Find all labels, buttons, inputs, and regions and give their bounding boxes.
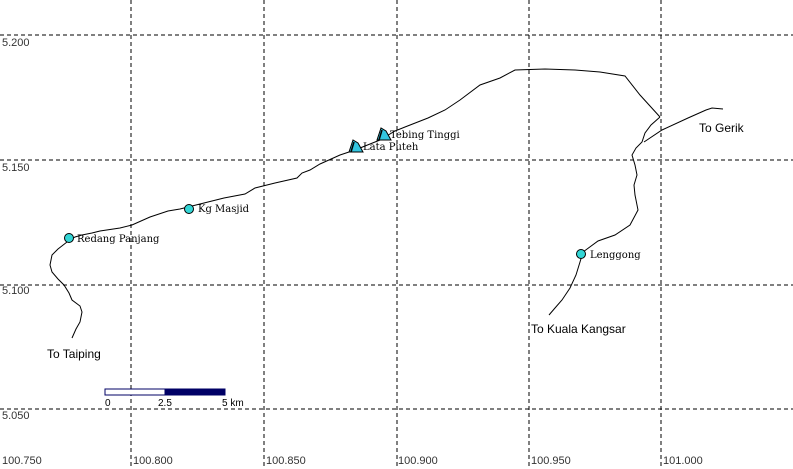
town-markers: Redang Panjang Kg Masjid Lenggong [64,204,641,261]
destination-label-taiping: To Taiping [47,347,101,361]
waterfall-icon[interactable] [376,127,392,141]
circle-marker-icon[interactable] [184,204,194,214]
destination-labels: To Gerik To Kuala Kangsar To Taiping [47,121,745,361]
lon-tick-label: 100.750 [2,455,42,467]
circle-marker-icon[interactable] [576,249,586,259]
road-to-kuala-kangsar[interactable] [548,116,661,316]
longitude-tick-labels: 100.750 100.800 100.850 100.900 100.950 … [2,455,703,467]
scale-bar-segment-dark [164,388,226,396]
road-to-gerik[interactable] [643,107,724,143]
scale-bar-label: 2.5 [158,398,172,409]
waterfall-markers: Tebing Tinggi Lata Puteh [348,127,460,153]
scale-bar-label: 5 km [222,398,244,409]
lon-tick-label: 100.800 [133,455,173,467]
road-main[interactable] [49,68,661,339]
scale-bar: 0 2.5 5 km [104,388,244,409]
road-network [49,68,724,339]
circle-marker-icon[interactable] [64,233,74,243]
lon-tick-label: 100.900 [398,455,438,467]
waterfall-icon[interactable] [348,139,364,153]
scale-bar-label: 0 [105,398,111,409]
waterfall-label: Tebing Tinggi [390,130,460,141]
lon-tick-label: 101.000 [663,455,703,467]
destination-label-gerik: To Gerik [699,121,745,135]
town-label: Redang Panjang [77,234,160,245]
lon-tick-label: 100.950 [531,455,571,467]
lat-tick-label: 5.150 [2,162,30,174]
lat-tick-label: 5.050 [2,410,30,422]
destination-label-kuala-kangsar: To Kuala Kangsar [531,322,626,336]
town-label: Lenggong [590,250,641,261]
latitude-tick-labels: 5.200 5.150 5.100 5.050 [2,37,30,422]
lat-tick-label: 5.200 [2,37,30,49]
town-label: Kg Masjid [198,204,250,215]
scale-bar-segment-light [104,388,166,396]
lon-tick-label: 100.850 [266,455,306,467]
lat-tick-label: 5.100 [2,285,30,297]
waterfall-label: Lata Puteh [363,142,419,153]
